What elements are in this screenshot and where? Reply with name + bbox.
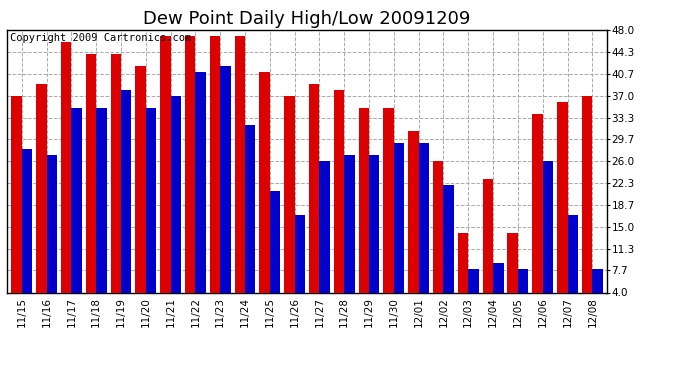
Bar bbox=[86, 54, 96, 292]
Bar bbox=[259, 72, 270, 292]
Bar bbox=[71, 108, 82, 292]
Bar bbox=[384, 108, 394, 292]
Bar bbox=[11, 96, 22, 292]
Bar bbox=[185, 36, 195, 292]
Bar bbox=[220, 66, 230, 292]
Bar bbox=[419, 143, 429, 292]
Bar bbox=[408, 131, 419, 292]
Bar bbox=[170, 96, 181, 292]
Bar bbox=[121, 90, 131, 292]
Bar bbox=[319, 161, 330, 292]
Bar bbox=[96, 108, 107, 292]
Text: Copyright 2009 Cartronics.com: Copyright 2009 Cartronics.com bbox=[10, 33, 191, 43]
Bar bbox=[135, 66, 146, 292]
Bar bbox=[195, 72, 206, 292]
Bar bbox=[493, 262, 504, 292]
Title: Dew Point Daily High/Low 20091209: Dew Point Daily High/Low 20091209 bbox=[144, 10, 471, 28]
Bar bbox=[458, 233, 469, 292]
Bar bbox=[359, 108, 369, 292]
Bar bbox=[433, 161, 444, 292]
Bar bbox=[582, 96, 592, 292]
Bar bbox=[110, 54, 121, 292]
Bar bbox=[483, 179, 493, 292]
Bar bbox=[36, 84, 47, 292]
Bar bbox=[22, 149, 32, 292]
Bar bbox=[61, 42, 71, 292]
Bar bbox=[507, 233, 518, 292]
Bar bbox=[235, 36, 245, 292]
Bar bbox=[334, 90, 344, 292]
Bar bbox=[592, 268, 603, 292]
Bar bbox=[532, 114, 543, 292]
Bar bbox=[309, 84, 319, 292]
Bar bbox=[469, 268, 479, 292]
Bar bbox=[444, 185, 454, 292]
Bar bbox=[394, 143, 404, 292]
Bar bbox=[284, 96, 295, 292]
Bar bbox=[210, 36, 220, 292]
Bar bbox=[344, 155, 355, 292]
Bar bbox=[369, 155, 380, 292]
Bar bbox=[160, 36, 170, 292]
Bar bbox=[295, 215, 305, 292]
Bar bbox=[543, 161, 553, 292]
Bar bbox=[245, 126, 255, 292]
Bar bbox=[146, 108, 156, 292]
Bar bbox=[270, 191, 280, 292]
Bar bbox=[557, 102, 567, 292]
Bar bbox=[47, 155, 57, 292]
Bar bbox=[518, 268, 529, 292]
Bar bbox=[567, 215, 578, 292]
